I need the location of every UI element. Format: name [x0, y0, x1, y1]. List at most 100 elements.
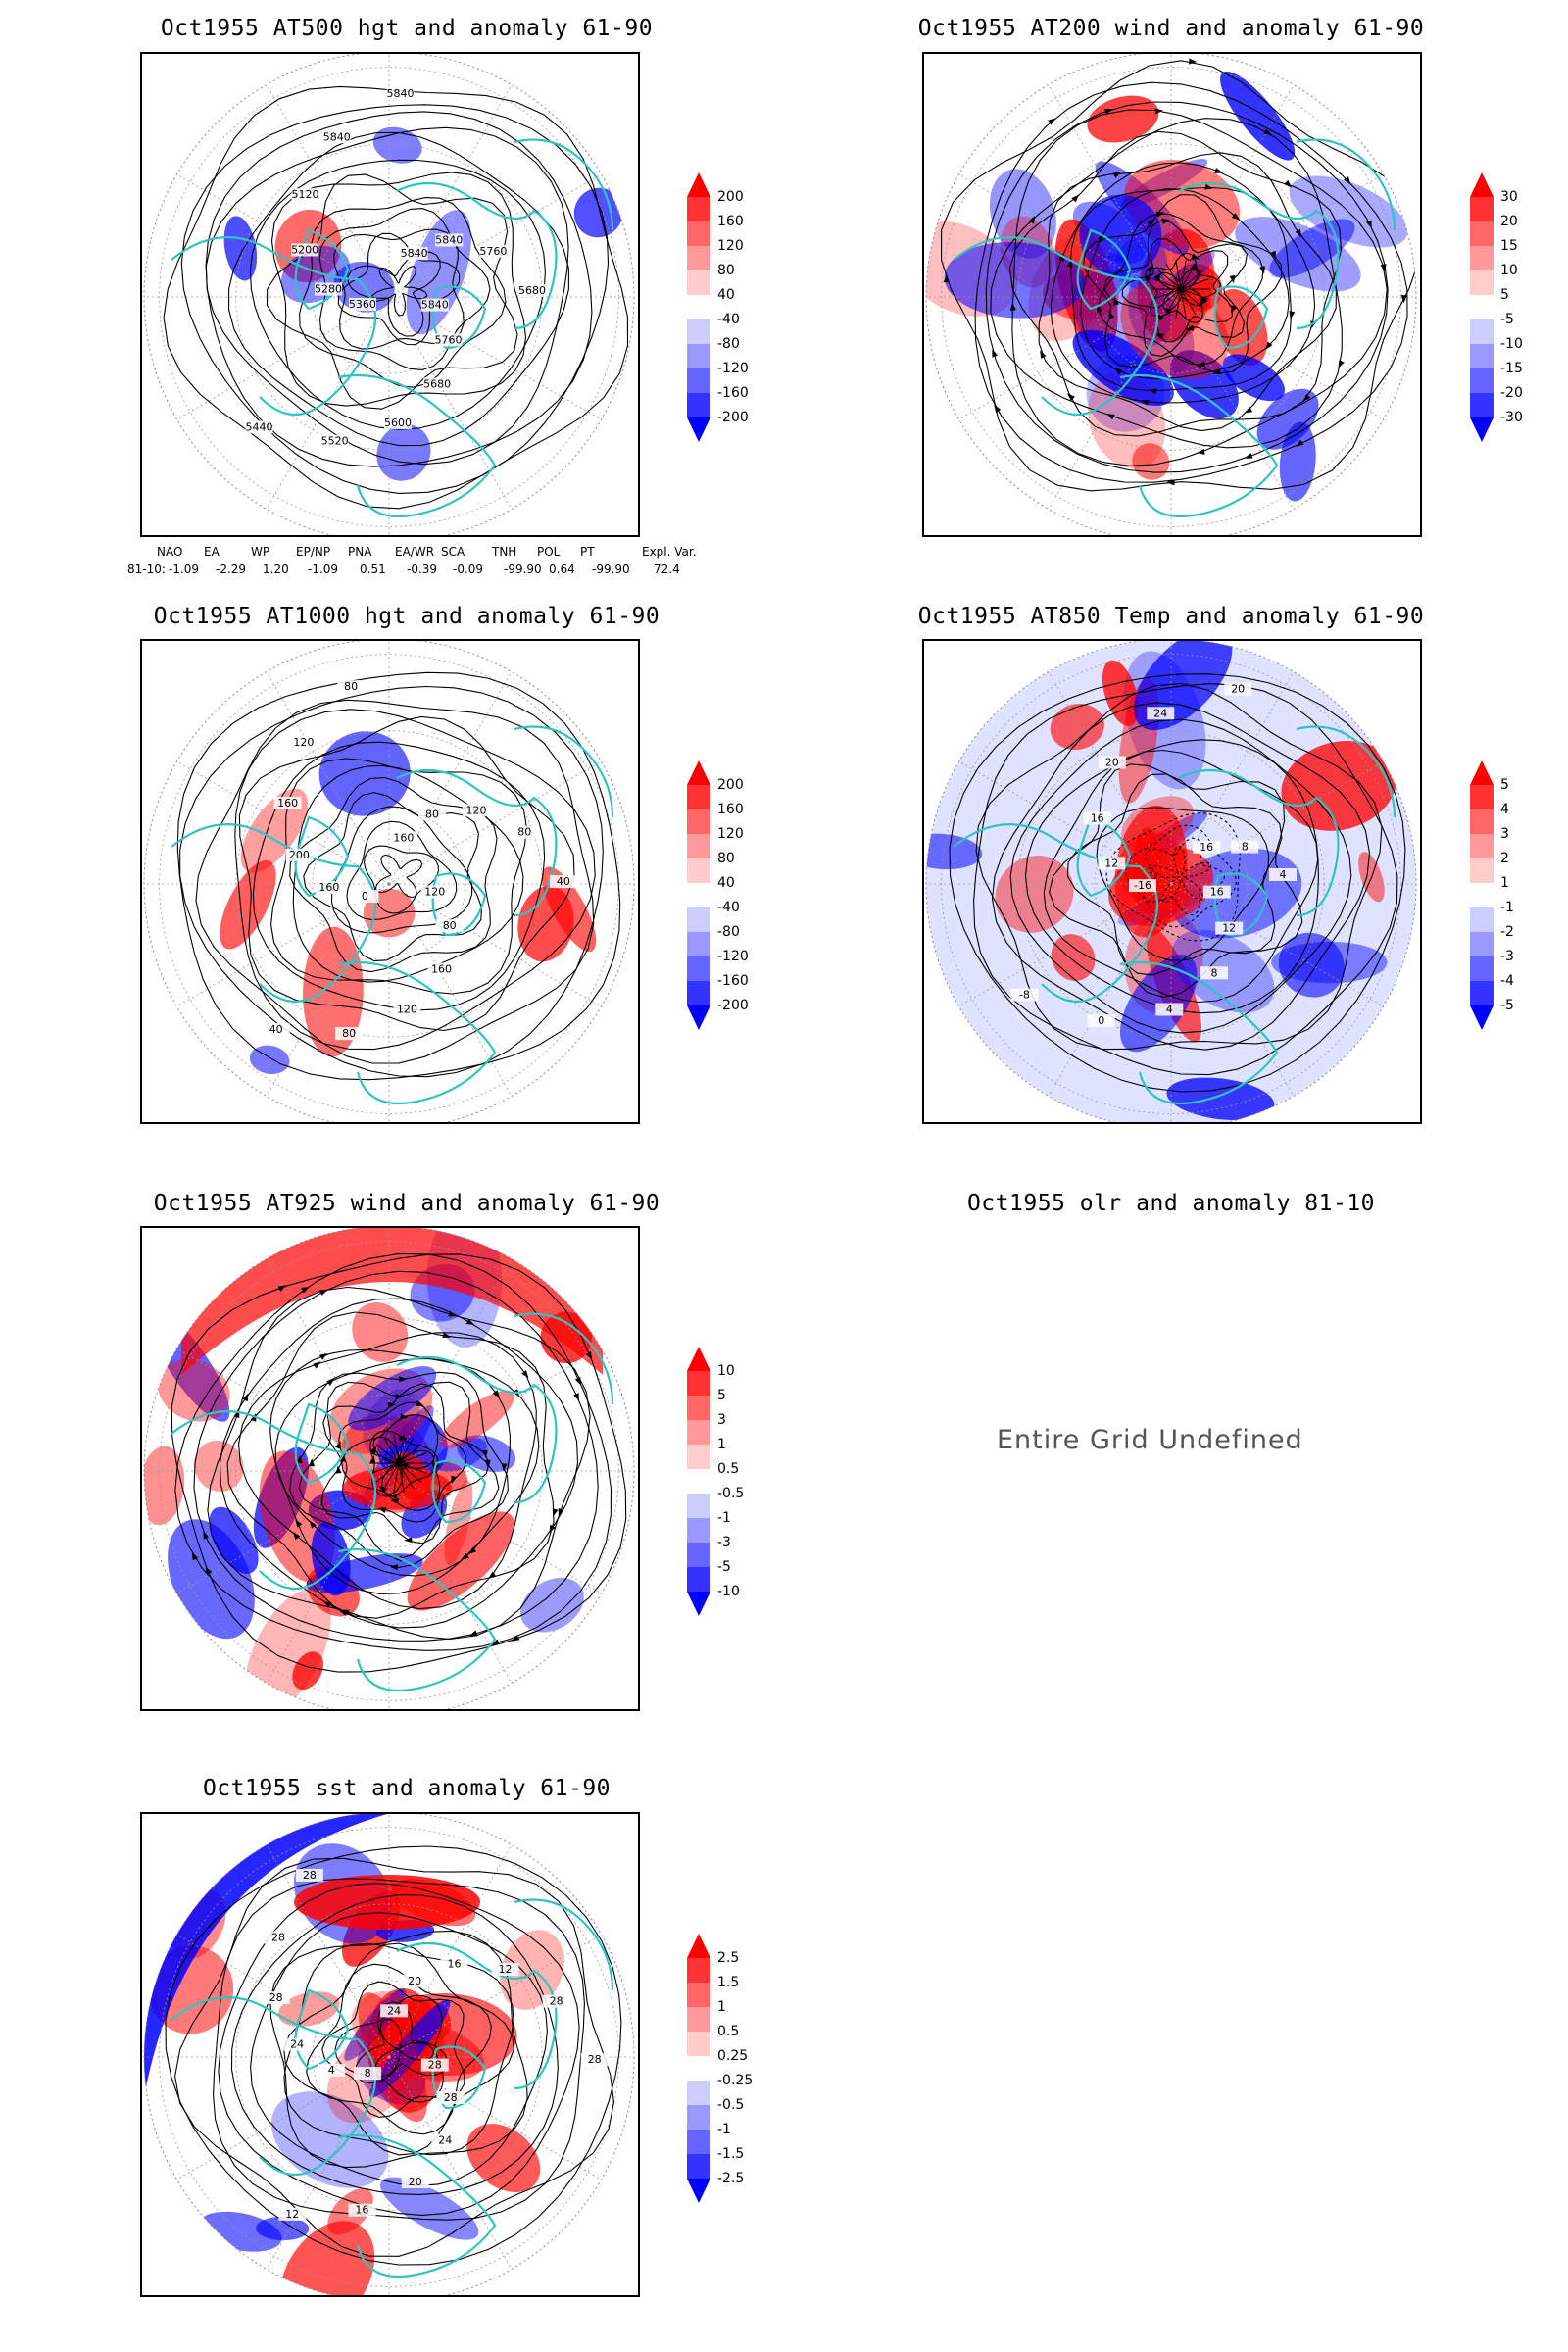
flow-arrow — [389, 1494, 398, 1499]
contour-label: 16 — [1091, 812, 1104, 825]
contour-label: 5200 — [291, 244, 318, 257]
streamline — [398, 1462, 415, 1490]
meridian-line — [266, 1470, 390, 1684]
colorbar-label: 30 — [1500, 189, 1518, 205]
latitude-circle — [312, 1394, 466, 1548]
colorbar-swatch — [687, 760, 710, 785]
teleconnection-index-table: NAO EA WP EP/NP PNA EA/WR SCA TNH POL PT Expl. Var… — [127, 545, 735, 584]
contour-label-background — [1215, 921, 1244, 935]
flow-arrow — [205, 1566, 213, 1576]
contour-label-background — [1083, 811, 1111, 825]
contour-label-background — [435, 233, 464, 247]
contour-line — [355, 2001, 449, 2084]
teleconnection-value: -0.09 — [453, 563, 484, 576]
flow-arrow — [309, 1458, 316, 1467]
contour-label-background — [384, 416, 412, 429]
streamline — [398, 1437, 415, 1464]
coastline — [396, 768, 558, 917]
contour-label-background — [420, 885, 449, 899]
flow-arrow — [1296, 439, 1304, 447]
flow-arrow — [573, 1393, 579, 1401]
colorbar-swatch — [687, 907, 710, 932]
contour-line — [174, 1857, 614, 2257]
meridian-line — [176, 173, 390, 298]
meridian-line — [176, 760, 390, 885]
flow-arrow — [404, 1537, 413, 1544]
contour-label-background — [434, 333, 463, 347]
contour-line — [1049, 763, 1303, 999]
flow-arrow — [1058, 252, 1064, 262]
colorbar-swatch — [1470, 809, 1494, 834]
colorbar-swatch — [687, 1934, 710, 1958]
colorbar-label: 120 — [717, 238, 744, 254]
colorbar-swatches — [1470, 760, 1494, 1030]
colorbar-label: -5 — [717, 1559, 731, 1575]
contour-label: 200 — [289, 849, 310, 861]
flow-arrow — [1289, 310, 1296, 319]
colorbar-swatch — [687, 368, 710, 393]
flow-arrow — [292, 1531, 301, 1541]
colorbar-swatch — [1470, 932, 1494, 956]
colorbar-label: 200 — [717, 189, 744, 205]
flow-arrow — [512, 1635, 520, 1642]
positive-anomaly-area — [279, 2221, 375, 2295]
contour-label-background — [463, 804, 490, 817]
streamline — [398, 1462, 422, 1483]
contour-label: 24 — [438, 2134, 452, 2147]
flow-arrow — [558, 1507, 564, 1517]
colorbar-label: -80 — [717, 924, 740, 940]
contour-line — [266, 173, 518, 410]
contour-label: 4 — [1166, 1004, 1173, 1016]
contour-label-background — [273, 796, 302, 809]
streamline — [393, 1434, 400, 1464]
streamline — [1165, 263, 1182, 290]
contour-label-background — [549, 875, 577, 889]
flow-arrow — [1191, 253, 1200, 260]
flow-arrow — [1166, 479, 1175, 486]
contour-label-background — [1155, 1003, 1184, 1016]
contour-label-background — [315, 881, 343, 895]
meridian-line — [1048, 883, 1172, 1097]
teleconnection-value: 1.20 — [263, 563, 289, 576]
flow-arrow — [1140, 399, 1150, 406]
colorbar-label: 40 — [717, 875, 735, 891]
streamline — [1011, 109, 1388, 466]
coastline — [431, 285, 487, 350]
contour-label-background — [418, 808, 446, 821]
contour-label: 160 — [318, 881, 339, 894]
contour-label: 160 — [431, 963, 452, 976]
meridian-line — [958, 296, 1172, 420]
colorbar-swatch — [687, 2081, 710, 2105]
contour-line — [371, 265, 428, 317]
positive-anomaly-area — [157, 1358, 230, 1422]
contour-label: 8 — [1211, 966, 1218, 979]
streamline — [383, 1437, 400, 1464]
contour-label-background — [1231, 840, 1259, 854]
contour-label: 16 — [1210, 886, 1224, 899]
colorbar-swatch — [1470, 981, 1494, 1005]
flow-arrow — [296, 1454, 303, 1463]
latitude-circle — [1094, 220, 1249, 374]
coastline — [1119, 373, 1279, 518]
teleconnection-value: -0.39 — [407, 563, 438, 576]
contour-label: 8 — [1242, 841, 1249, 854]
polar-map-svg: 5840 5760 5680 5600 5520 5440 5360 5280 5200 5120… — [143, 54, 635, 535]
colorbar-label: 10 — [1500, 263, 1518, 278]
contour-label: 160 — [277, 797, 298, 809]
meridian-line — [388, 883, 513, 1097]
teleconnection-header: EP/NP — [296, 545, 331, 559]
contour-label: 24 — [387, 2004, 401, 2017]
contour-label-background — [431, 2133, 460, 2147]
colorbar-swatch — [687, 417, 710, 442]
contour-label-background — [436, 2091, 465, 2104]
flow-arrow — [301, 1287, 310, 1294]
meridian-line — [1170, 883, 1384, 1007]
colorbar-swatch — [687, 2130, 710, 2154]
colorbar-swatches — [687, 1347, 710, 1616]
teleconnection-header: TNH — [492, 545, 517, 559]
meridian-line — [176, 1348, 390, 1472]
colorbar-label: -15 — [1500, 361, 1523, 376]
streamline — [990, 118, 1343, 449]
contour-label-background — [337, 680, 366, 694]
streamline — [398, 1462, 405, 1493]
